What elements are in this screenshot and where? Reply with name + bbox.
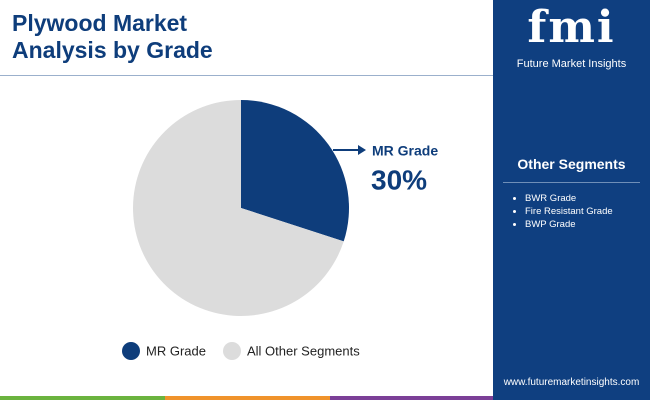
legend-label: All Other Segments: [247, 343, 360, 358]
legend-swatch: [122, 342, 140, 360]
arrow-head: [358, 145, 366, 155]
segments-title: Other Segments: [517, 156, 626, 172]
segments-list: BWR GradeFire Resistant GradeBWP Grade: [511, 192, 613, 231]
divider: [0, 75, 493, 76]
segment-item: Fire Resistant Grade: [525, 205, 613, 218]
pie-slice: [241, 100, 350, 242]
website: www.futuremarketinsights.com: [503, 377, 640, 388]
divider: [503, 182, 640, 183]
legend-label: MR Grade: [146, 343, 206, 358]
annotation-category: MR Grade: [372, 143, 438, 159]
segment-item: BWR Grade: [525, 192, 613, 205]
logo: fmi: [527, 2, 616, 53]
brand-name: Future Market Insights: [516, 58, 627, 70]
chart: MR Grade 30% MR Grade All Other Segments: [122, 100, 438, 360]
segment-item: BWP Grade: [525, 218, 613, 231]
legend-swatch: [223, 342, 241, 360]
footer-stripe: [0, 396, 650, 400]
chart-title: Plywood Market Analysis by Grade: [12, 10, 213, 63]
pie-slice: [133, 100, 344, 317]
data-label: 30%: [371, 164, 427, 195]
sidebar: fmi Future Market Insights Other Segment…: [493, 0, 650, 396]
